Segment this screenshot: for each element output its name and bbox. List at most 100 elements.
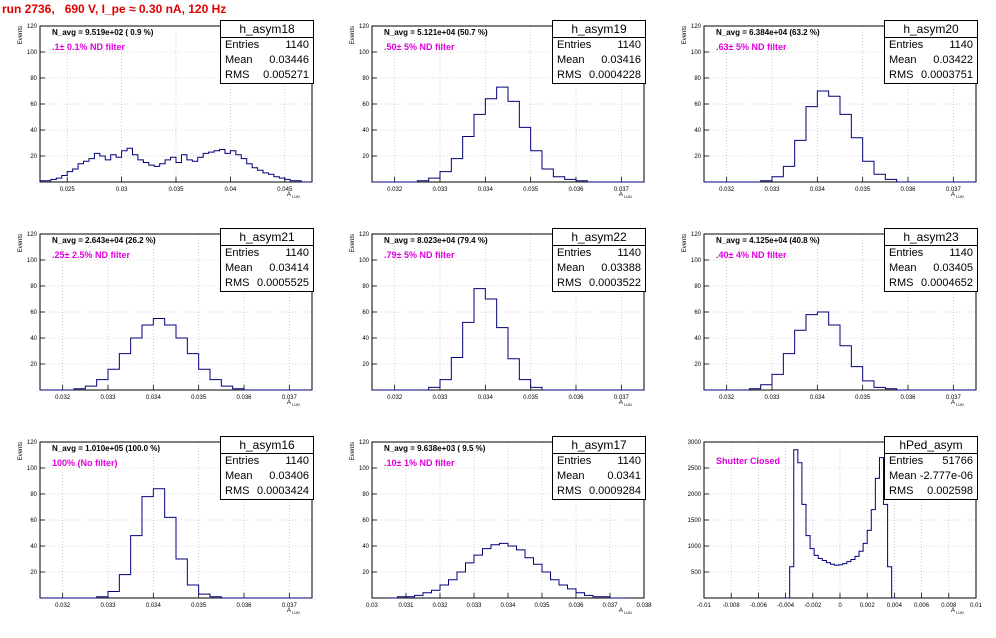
histogram-bin (449, 580, 458, 598)
x-tick-label: 0.031 (398, 603, 414, 609)
y-tick-label: 60 (362, 310, 369, 316)
filter-annotation: .40± 4% ND filter (716, 250, 786, 260)
y-tick-label: 100 (691, 258, 702, 264)
stats-row-rms: RMS 0.0003751 (885, 68, 977, 83)
filter-text: .50± 5% ND filter (384, 42, 455, 52)
histogram-bin (783, 354, 794, 390)
histogram-bin (199, 594, 210, 598)
histogram-name: h_asym22 (553, 229, 645, 246)
histogram-bin (97, 380, 108, 390)
x-tick-label: 0.032 (719, 395, 735, 401)
histogram-bin (85, 386, 96, 390)
histogram-bin (187, 585, 198, 598)
y-tick-label: 2000 (688, 492, 702, 498)
x-axis-label: A LUD (951, 400, 964, 407)
histogram-bin (119, 575, 130, 598)
histogram-bin (553, 177, 564, 182)
stats-row-mean: Mean 0.03405 (885, 261, 977, 276)
histogram-bin (247, 164, 252, 182)
x-tick-label: -0.008 (723, 603, 741, 609)
stats-row-entries: Entries 1140 (553, 454, 645, 469)
histogram-bin (119, 354, 130, 390)
x-tick-label: 0.034 (810, 395, 826, 401)
x-axis-label: A LUD (287, 192, 300, 199)
histogram-bin (519, 380, 530, 390)
x-tick-label: 0.034 (478, 395, 494, 401)
y-tick-label: 3000 (688, 440, 702, 446)
stats-label: Entries (889, 455, 924, 467)
x-tick-label: 0.038 (636, 603, 652, 609)
stats-value: 1140 (285, 39, 309, 51)
histogram-bin (214, 151, 219, 182)
histogram-series-h_asym21 (40, 318, 312, 391)
histogram-bin (884, 504, 888, 598)
stats-value: 0.0004652 (921, 277, 973, 289)
stats-row-mean: Mean 0.03416 (553, 53, 645, 68)
histogram-bin (806, 536, 810, 598)
histogram-name: hPed_asym (885, 437, 977, 454)
x-tick-label: 0.033 (466, 603, 482, 609)
stats-label: Mean (889, 262, 917, 274)
histogram-bin (230, 151, 235, 182)
x-tick-label: 0.037 (946, 187, 962, 193)
stats-box: h_asym19 Entries 1140 Mean 0.03416 RMS 0.00042… (552, 20, 646, 84)
histogram-bin (879, 458, 883, 598)
histogram-series-h_asym19 (372, 86, 644, 183)
x-tick-label: 0.037 (614, 395, 630, 401)
y-tick-label: 60 (30, 518, 37, 524)
histogram-bin (802, 504, 806, 598)
y-tick-label: 100 (691, 50, 702, 56)
stats-value: 1140 (285, 455, 309, 467)
x-tick-label: 0.032 (719, 187, 735, 193)
stats-box: h_asym16 Entries 1140 Mean 0.03406 RMS 0.00034… (220, 436, 314, 500)
navg-label: N_avg = 6.384e+04 (63.2 %) (716, 28, 820, 37)
stats-label: Entries (225, 455, 260, 467)
histogram-bin (142, 497, 153, 598)
histogram-bin (56, 178, 61, 182)
x-tick-label: -0.002 (804, 603, 822, 609)
x-tick-label: 0.036 (568, 187, 584, 193)
histogram-name: h_asym19 (553, 21, 645, 38)
histogram-bin (559, 585, 568, 598)
stats-label: RMS (225, 69, 250, 81)
stats-label: Mean (557, 54, 585, 66)
histogram-plot: 0.032 0.033 0.034 0.035 0.036 0.037 20 40 60 80 10… (18, 440, 313, 615)
stats-label: RMS (557, 485, 582, 497)
stats-value: 0.03414 (269, 262, 309, 274)
y-tick-label: 120 (359, 24, 370, 30)
histogram-bin (127, 148, 132, 182)
y-tick-label: 80 (30, 492, 37, 498)
stats-label: Entries (557, 455, 592, 467)
histogram-bin (871, 510, 875, 598)
stats-row-entries: Entries 1140 (221, 38, 313, 53)
histogram-series-h_asym20 (704, 90, 976, 183)
x-tick-label: 0.036 (236, 395, 252, 401)
histogram-bin (171, 157, 176, 182)
stats-row-mean: Mean 0.0341 (553, 469, 645, 484)
stats-label: Mean (557, 262, 585, 274)
stats-row-rms: RMS 0.0005525 (221, 276, 313, 291)
x-tick-label: 0.034 (146, 395, 162, 401)
histogram-bin (810, 549, 814, 598)
histogram-bin (463, 137, 474, 183)
histogram-bin (474, 114, 485, 182)
y-tick-label: 60 (362, 518, 369, 524)
stats-label: Mean (225, 54, 253, 66)
histogram-bin (274, 177, 279, 182)
histogram-bin (835, 565, 839, 598)
histogram-bin (829, 96, 840, 182)
histogram-bin (440, 172, 451, 182)
y-tick-label: 40 (30, 544, 37, 550)
histogram-bin (772, 177, 783, 182)
histogram-series-hPed_asym (785, 449, 896, 599)
histogram-bin (78, 164, 83, 182)
histogram-bin (466, 563, 475, 598)
y-tick-label: 60 (30, 102, 37, 108)
histogram-bin (806, 107, 817, 182)
histogram-bin (525, 558, 534, 598)
stats-label: Mean (225, 262, 253, 274)
histogram-bin (199, 369, 210, 390)
stats-value: 0.0003522 (589, 277, 641, 289)
navg-label: N_avg = 4.125e+04 (40.8 %) (716, 236, 820, 245)
x-tick-label: 0.034 (500, 603, 516, 609)
